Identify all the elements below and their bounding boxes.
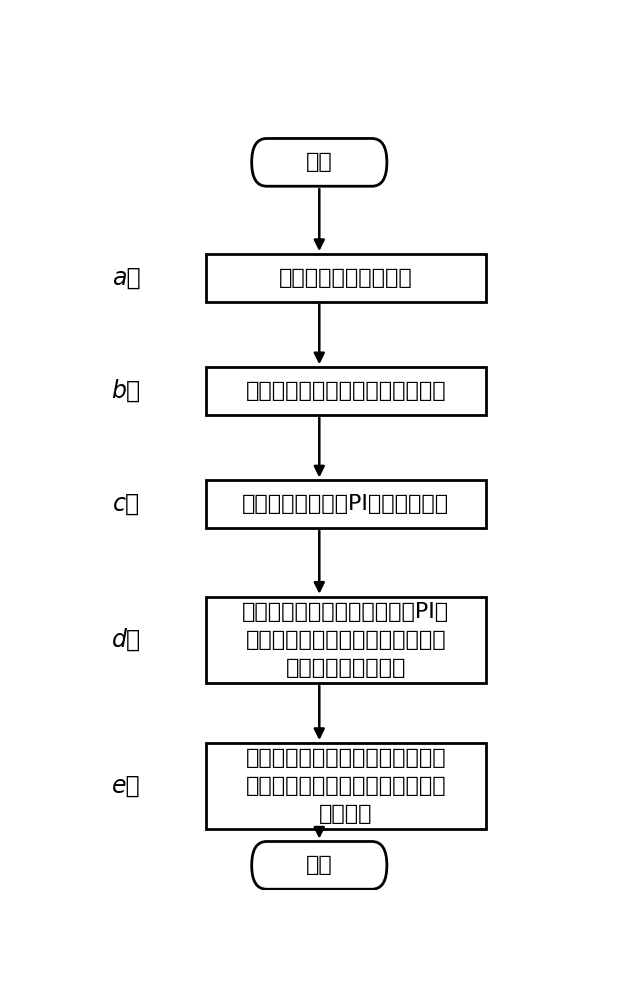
FancyBboxPatch shape bbox=[252, 841, 387, 889]
Text: 计算电压前馈环节期望电压输出值: 计算电压前馈环节期望电压输出值 bbox=[245, 381, 446, 401]
FancyBboxPatch shape bbox=[252, 138, 387, 186]
Text: e）: e） bbox=[112, 774, 140, 798]
Bar bbox=[206, 480, 486, 528]
Text: 对电压前馈环节和电流反馈环节输
出的电压进行代数求和，得到最终
控制电压: 对电压前馈环节和电流反馈环节输 出的电压进行代数求和，得到最终 控制电压 bbox=[245, 748, 446, 824]
Text: a）: a） bbox=[112, 266, 140, 290]
Text: 结束: 结束 bbox=[306, 855, 333, 875]
Text: 电流反馈环节常规PI控制参数设计: 电流反馈环节常规PI控制参数设计 bbox=[242, 494, 449, 514]
Text: 开始: 开始 bbox=[306, 152, 333, 172]
Bar bbox=[206, 367, 486, 415]
Text: 建立模糊控制规则实现对常规PI控
制参数的实时整定，得到电流反馈
环节调节电压输出值: 建立模糊控制规则实现对常规PI控 制参数的实时整定，得到电流反馈 环节调节电压输… bbox=[242, 602, 449, 678]
Bar bbox=[206, 254, 486, 302]
Text: 建立接口电路数学模型: 建立接口电路数学模型 bbox=[279, 268, 412, 288]
Text: c）: c） bbox=[113, 492, 140, 516]
Text: b）: b） bbox=[112, 379, 141, 403]
Bar bbox=[206, 597, 486, 683]
Text: d）: d） bbox=[112, 628, 141, 652]
Bar bbox=[206, 743, 486, 829]
